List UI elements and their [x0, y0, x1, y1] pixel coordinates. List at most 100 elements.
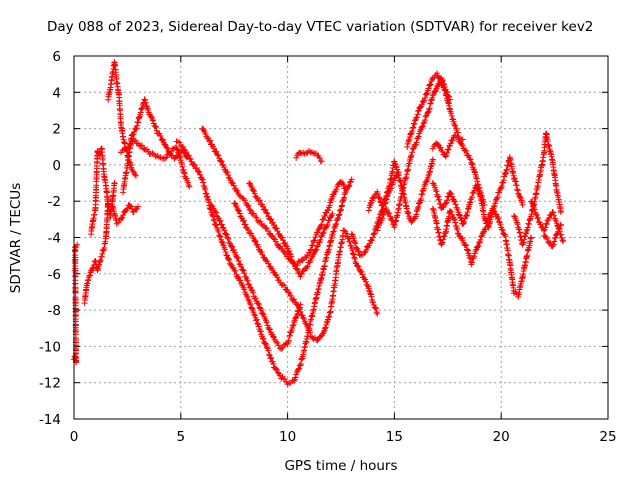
series-arc-x: [540, 221, 565, 250]
data-point: [246, 206, 253, 213]
data-point: [459, 142, 466, 149]
data-point: [500, 177, 507, 184]
data-point: [474, 178, 481, 185]
data-point: [409, 149, 416, 156]
data-point: [186, 155, 193, 162]
data-point: [427, 100, 434, 107]
data-point: [294, 301, 301, 308]
data-point: [550, 209, 557, 216]
data-point: [285, 247, 292, 254]
data-point: [225, 172, 232, 179]
data-point: [494, 215, 501, 222]
data-point: [312, 247, 319, 254]
data-point: [413, 114, 420, 121]
plot-frame: [73, 55, 609, 420]
data-point: [262, 340, 269, 347]
data-point: [174, 146, 181, 153]
data-point: [558, 221, 565, 228]
data-point: [475, 188, 482, 195]
data-point: [229, 243, 236, 250]
data-point: [340, 232, 347, 239]
data-point: [419, 123, 426, 130]
data-point: [338, 206, 344, 213]
data-point: [465, 247, 472, 254]
data-point: [225, 235, 232, 242]
series-arc-k: [231, 200, 347, 344]
x-tick-label: 25: [599, 429, 616, 445]
data-point: [543, 221, 550, 228]
data-point: [232, 267, 239, 274]
x-tick-labels: 0 5 10 15 20 25: [70, 429, 617, 445]
data-point: [521, 236, 528, 243]
data-point: [251, 311, 258, 318]
data-point: [99, 250, 106, 257]
y-tick-label: -14: [39, 412, 61, 428]
data-point: [371, 230, 378, 237]
grid: [74, 56, 608, 419]
data-point: [444, 150, 451, 157]
data-point: [555, 225, 562, 232]
data-point: [339, 202, 346, 209]
data-point: [448, 190, 455, 197]
data-point: [259, 251, 266, 258]
data-point: [224, 234, 231, 241]
data-point: [350, 251, 357, 258]
data-point: [241, 286, 248, 293]
data-point: [138, 142, 145, 149]
data-point: [413, 208, 420, 215]
data-point: [264, 227, 271, 234]
data-point: [366, 240, 373, 247]
data-point: [125, 144, 132, 151]
data-point: [451, 216, 458, 223]
data-point: [447, 140, 454, 147]
data-point: [441, 87, 448, 94]
data-point: [355, 263, 362, 270]
data-point: [301, 150, 308, 157]
data-point: [206, 138, 213, 145]
data-point: [230, 182, 237, 189]
data-point: [200, 179, 207, 186]
data-point: [199, 176, 206, 183]
data-point: [493, 195, 500, 202]
data-point: [213, 148, 220, 155]
data-point: [99, 247, 106, 254]
data-point: [272, 365, 279, 372]
data-point: [299, 257, 306, 264]
data-point: [525, 221, 532, 228]
data-point: [245, 296, 252, 303]
data-point: [132, 172, 139, 179]
data-point: [207, 137, 214, 144]
data-point: [511, 290, 518, 297]
x-tick-label: 0: [70, 429, 79, 445]
data-point: [270, 235, 277, 242]
data-point: [461, 219, 468, 226]
data-point: [535, 214, 542, 221]
data-point: [179, 143, 186, 150]
data-point: [436, 75, 443, 82]
data-point: [422, 117, 429, 124]
data-point: [484, 217, 491, 224]
data-point: [97, 257, 104, 264]
series-arc-t: [429, 154, 526, 231]
data-point: [267, 355, 274, 362]
data-point: [462, 147, 469, 154]
data-point: [449, 115, 456, 122]
data-point: [258, 249, 265, 256]
data-point: [224, 169, 231, 176]
data-point: [410, 120, 417, 127]
data-point: [362, 278, 369, 285]
series-arc-u: [429, 205, 535, 301]
data-point: [448, 112, 455, 119]
data-point: [241, 197, 248, 204]
data-point: [408, 152, 415, 159]
data-point: [310, 238, 317, 245]
data-markers: [71, 59, 567, 388]
data-point: [476, 239, 483, 246]
data-point: [318, 221, 325, 228]
data-point: [422, 91, 429, 98]
data-point: [248, 230, 255, 237]
data-point: [442, 153, 449, 160]
data-point: [406, 133, 413, 140]
data-point: [351, 254, 358, 261]
